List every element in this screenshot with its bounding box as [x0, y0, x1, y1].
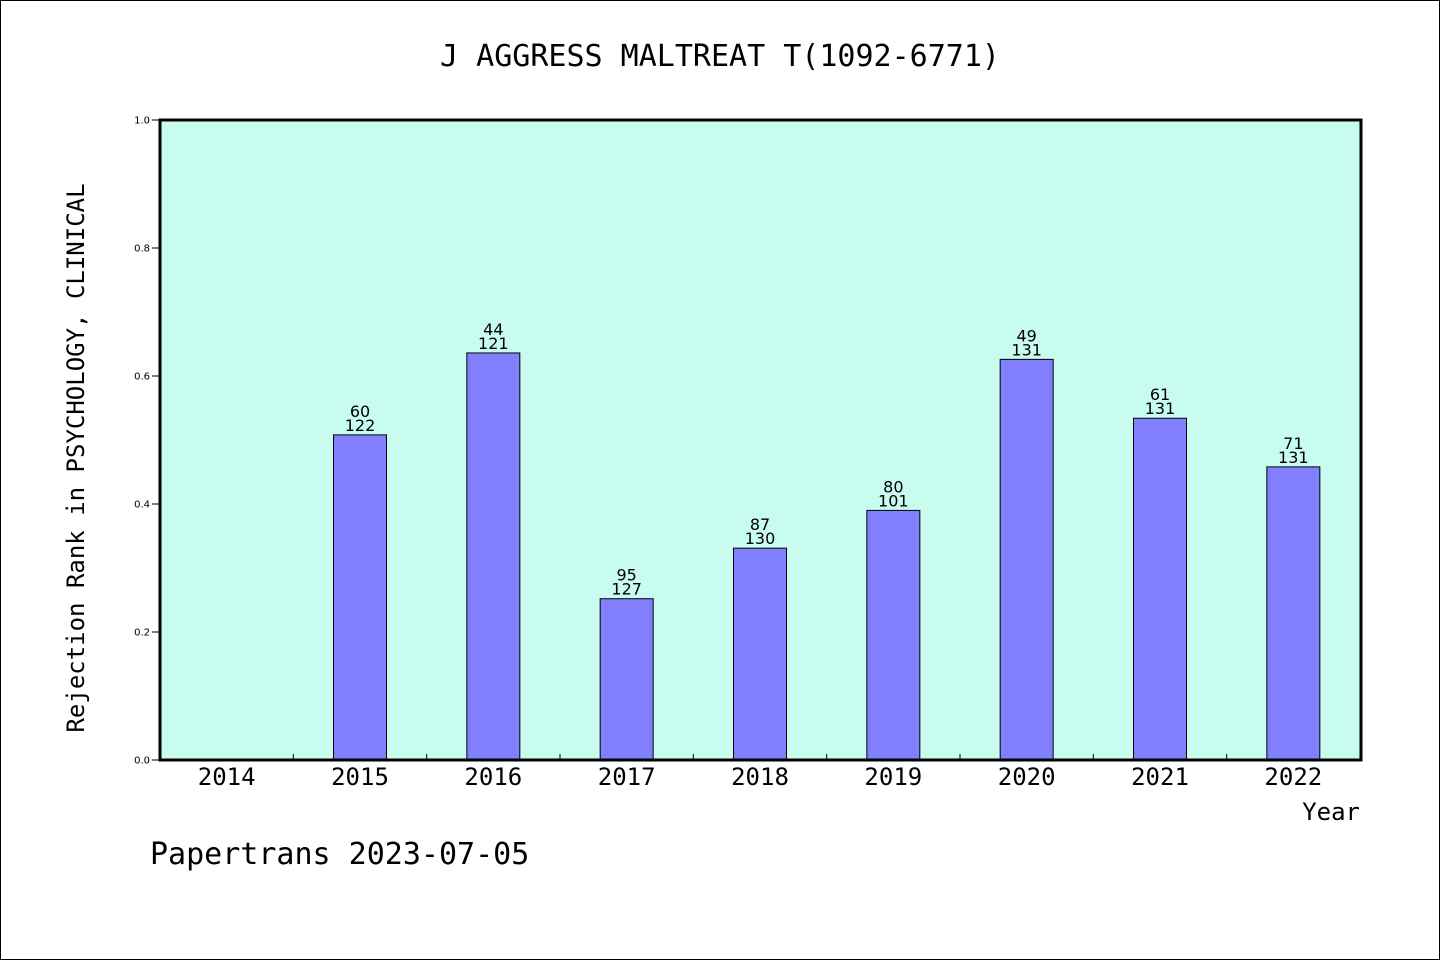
data-label-bottom-2015: 122 [345, 416, 376, 435]
data-label-top-2021: 61 [1150, 385, 1170, 404]
x-tick-label-2014: 2014 [198, 763, 256, 791]
x-tick-label-2022: 2022 [1264, 763, 1322, 791]
ticks-layer: 2014 2015 2016 2017 2018 2019 2020 2021 2022 0.0 0… [134, 116, 1322, 792]
bar-2018 [733, 547, 787, 761]
data-label-top-2022: 71 [1283, 434, 1303, 453]
y-tick-label-0.6: 0.6 [134, 372, 150, 383]
data-label-top-2017: 95 [616, 566, 636, 585]
y-tick-label-0.2: 0.2 [134, 628, 150, 639]
data-label-bottom-2016: 121 [478, 334, 509, 353]
x-axis-label: Year [1302, 798, 1360, 826]
x-tick-label-2018: 2018 [731, 763, 789, 791]
chart-title: J AGGRESS MALTREAT T(1092-6771) [440, 39, 1000, 74]
plot-border [158, 118, 1363, 762]
data-label-top-2016: 44 [483, 320, 503, 339]
data-label-bottom-2022: 131 [1278, 448, 1309, 467]
x-tick-label-2015: 2015 [331, 763, 389, 791]
data-label-bottom-2021: 131 [1145, 399, 1176, 418]
data-label-bottom-2020: 131 [1011, 340, 1042, 359]
x-tick-label-2017: 2017 [598, 763, 656, 791]
x-tick-label-2021: 2021 [1131, 763, 1189, 791]
data-label-bottom-2017: 127 [611, 580, 642, 599]
x-tick-label-2016: 2016 [464, 763, 522, 791]
data-label-top-2020: 49 [1016, 326, 1036, 345]
bar-2017 [599, 598, 654, 761]
data-label-top-2015: 60 [350, 402, 370, 421]
bar-2015 [333, 434, 387, 761]
bar-2022 [1266, 466, 1321, 761]
y-tick-label-0.4: 0.4 [134, 500, 150, 511]
data-label-top-2019: 80 [883, 477, 903, 496]
bar-2020 [999, 358, 1054, 761]
data-label-bottom-2019: 101 [878, 491, 909, 510]
y-tick-label-0.8: 0.8 [134, 244, 150, 255]
bar-2019 [866, 509, 921, 761]
bar-2021 [1133, 417, 1187, 761]
y-tick-label-0.0: 0.0 [134, 756, 150, 767]
y-axis-label: Rejection Rank in PSYCHOLOGY, CLINICAL [62, 183, 90, 732]
y-tick-label-1.0: 1.0 [134, 116, 150, 127]
data-label-bottom-2018: 130 [745, 529, 776, 548]
data-label-top-2018: 87 [750, 515, 770, 534]
footer-text: Papertrans 2023-07-05 [150, 837, 529, 872]
bar-2016 [466, 352, 521, 761]
x-tick-label-2020: 2020 [998, 763, 1056, 791]
x-tick-label-2019: 2019 [864, 763, 922, 791]
